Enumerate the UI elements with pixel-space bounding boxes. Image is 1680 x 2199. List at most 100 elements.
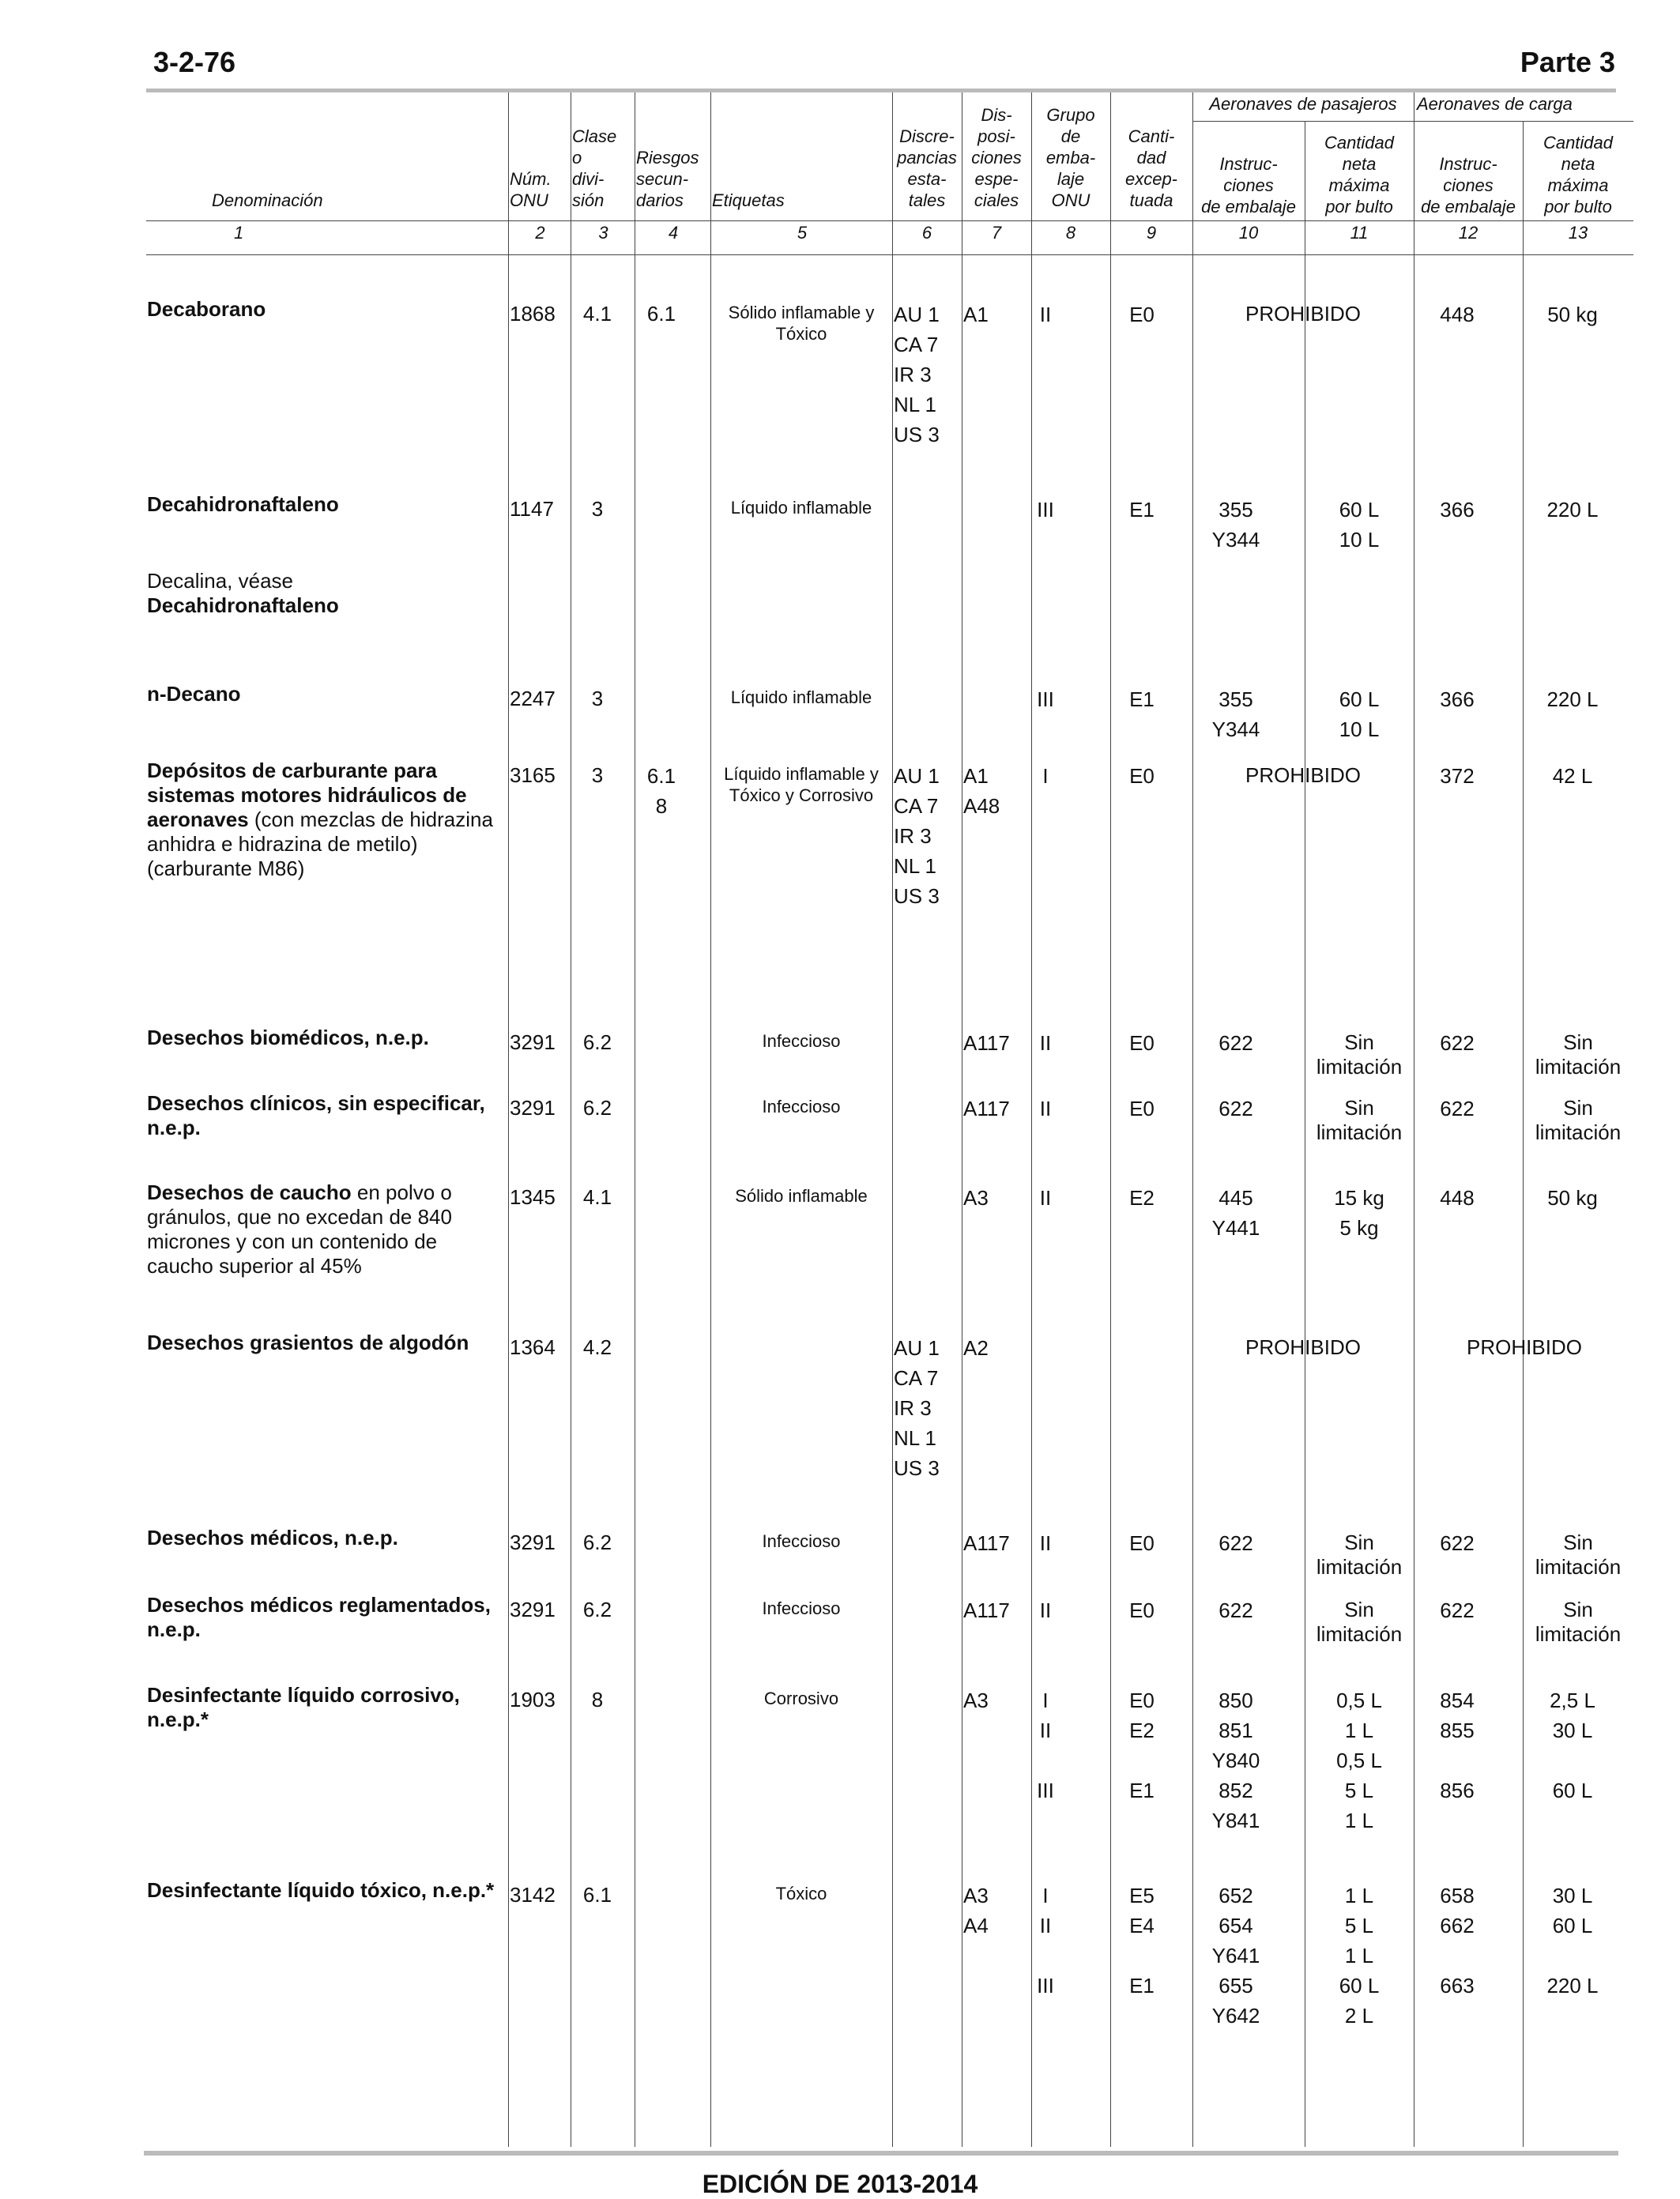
state-variation: NL 1 (894, 393, 936, 416)
un-number: 1868 (510, 302, 556, 326)
passenger-packing-instruction: 652 (1219, 1884, 1253, 1907)
un-number: 1147 (510, 497, 554, 521)
excepted-quantity: E1 (1129, 687, 1155, 711)
state-variation: IR 3 (894, 824, 932, 848)
substance-name-bold: Desinfectante líquido corrosivo, n.e.p.* (147, 1683, 460, 1731)
class-division: 6.2 (582, 1531, 612, 1554)
substance-name-bold: Desechos médicos, n.e.p. (147, 1526, 398, 1549)
col-header-line: de (1060, 126, 1081, 146)
substance-name-bold: Decahidronaftaleno (147, 492, 339, 516)
col-header-line: Cantidad (1543, 133, 1614, 152)
un-number: 1345 (510, 1185, 556, 1209)
col-header-line: sión (572, 190, 605, 210)
col-header-10: Instruc-ciones de embalaje (1192, 153, 1305, 217)
hazard-label: Corrosivo (763, 1689, 839, 1708)
col-header-line: máxima (1547, 175, 1609, 195)
col-header-line: ciones (1223, 175, 1274, 195)
column-number: 8 (1065, 223, 1076, 243)
cargo-packing-instruction: 366 (1440, 687, 1475, 711)
column-number: 9 (1146, 223, 1157, 243)
excepted-quantity: E1 (1129, 1974, 1155, 1998)
cargo-packing-instruction: 448 (1440, 303, 1475, 326)
col-header-line: por bulto (1544, 197, 1612, 217)
subsidiary-risk: 6.1 (646, 302, 676, 326)
hazard-label: Sólido inflamable y (728, 303, 875, 322)
passenger-aircraft-header: Aeronaves de pasajeros (1209, 94, 1397, 114)
col-header-line: Cantidad (1324, 133, 1395, 152)
packing-group: II (1039, 1186, 1052, 1210)
un-number: 1903 (510, 1688, 556, 1711)
cargo-packing-instruction: 622 (1440, 1598, 1475, 1622)
col-header-line: de embalaje (1201, 197, 1296, 217)
passenger-max-quantity: Sin (1344, 1096, 1374, 1120)
passenger-packing-instruction: 655 (1219, 1974, 1253, 1998)
passenger-max-quantity: limitación (1316, 1055, 1403, 1079)
state-variation: NL 1 (894, 1426, 936, 1450)
col-divider (1192, 92, 1193, 2147)
cargo-max-quantity: 50 kg (1547, 1186, 1598, 1210)
passenger-max-quantity: 10 L (1339, 717, 1380, 741)
cargo-packing-instruction: 372 (1440, 764, 1475, 788)
special-provision: A3 (963, 1186, 989, 1210)
substance-name: Desinfectante líquido tóxico, n.e.p.* (147, 1878, 495, 1903)
passenger-max-quantity: limitación (1316, 1120, 1403, 1144)
col-header-line: máxima (1328, 175, 1390, 195)
col-header-13: Cantidad neta máxima por bulto (1523, 132, 1633, 217)
cargo-max-quantity: limitación (1535, 1622, 1622, 1646)
col-header-1: Denominación (212, 190, 323, 210)
col-header-line: neta (1561, 154, 1595, 174)
passenger-max-quantity: 0,5 L (1336, 1749, 1382, 1772)
passenger-max-quantity: 1 L (1344, 1719, 1374, 1742)
substance-name-bold: Desinfectante líquido tóxico, n.e.p.* (147, 1878, 495, 1902)
cargo-max-quantity: 42 L (1552, 764, 1593, 788)
col-header-line: de embalaje (1421, 197, 1516, 217)
special-provision: A3 (963, 1884, 989, 1907)
passenger-prohibited: PROHIBIDO (1245, 763, 1361, 787)
un-number: 3291 (510, 1096, 556, 1120)
cargo-max-quantity: Sin (1563, 1598, 1593, 1621)
class-division: 4.2 (582, 1335, 612, 1359)
excepted-quantity: E1 (1129, 1779, 1155, 1802)
passenger-packing-instruction: 654 (1219, 1914, 1253, 1937)
excepted-quantity: E5 (1129, 1884, 1155, 1907)
special-provision: A117 (963, 1531, 1010, 1555)
passenger-packing-instruction: Y840 (1211, 1749, 1260, 1772)
cargo-max-quantity: Sin (1563, 1531, 1593, 1554)
cargo-packing-instruction: 662 (1440, 1914, 1475, 1937)
substance-name: Desechos grasientos de algodón (147, 1331, 495, 1355)
col-header-6: Discre-pancias esta-tales (892, 126, 962, 211)
cargo-max-quantity: limitación (1535, 1555, 1622, 1579)
cross-reference-target: Decahidronaftaleno (147, 593, 339, 617)
top-rule (146, 88, 1616, 92)
passenger-max-quantity: 15 kg (1334, 1186, 1384, 1210)
col-header-3: Clase o divi-sión (572, 126, 616, 211)
col-header-line: neta (1342, 154, 1377, 174)
hazard-label: Tóxico (775, 1884, 827, 1903)
cargo-max-quantity: 220 L (1546, 498, 1599, 522)
hazard-label: Infeccioso (762, 1531, 841, 1551)
excepted-quantity: E0 (1129, 1031, 1155, 1055)
class-division: 3 (591, 763, 604, 787)
passenger-max-quantity: Sin (1344, 1531, 1374, 1554)
substance-name: Decahidronaftaleno (147, 492, 495, 517)
col-header-7: Dis-posi-ciones espe-ciales (962, 104, 1031, 211)
packing-group: III (1037, 687, 1054, 711)
passenger-max-quantity: Sin (1344, 1598, 1374, 1621)
passenger-max-quantity: 1 L (1344, 1809, 1374, 1832)
col-divider (1110, 92, 1111, 2147)
state-variation: CA 7 (894, 333, 939, 356)
state-variation: US 3 (894, 1456, 940, 1480)
excepted-quantity: E0 (1129, 1598, 1155, 1622)
passenger-packing-instruction: Y344 (1211, 528, 1260, 552)
special-provision: A3 (963, 1689, 989, 1712)
packing-group: II (1039, 1719, 1052, 1742)
passenger-packing-instruction: 852 (1219, 1779, 1253, 1802)
cargo-max-quantity: limitación (1535, 1055, 1622, 1079)
col-header-line: darios (636, 190, 684, 210)
special-provision: A48 (963, 794, 1000, 818)
cargo-max-quantity: 60 L (1552, 1914, 1593, 1937)
col-header-line: posi- (977, 126, 1015, 146)
un-number: 3142 (510, 1883, 556, 1907)
state-variation: CA 7 (894, 1366, 939, 1390)
cross-reference-text: Decalina, véase (147, 569, 293, 593)
